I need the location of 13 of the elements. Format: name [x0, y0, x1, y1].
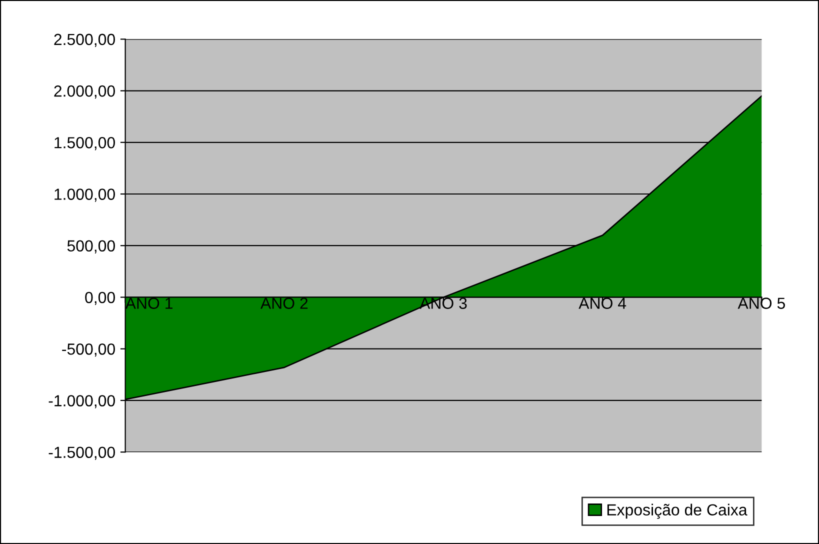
x-tick-label: ANO 2	[260, 298, 308, 309]
y-tick-label: -1.000,00	[48, 395, 115, 408]
y-tick-label: -500,00	[62, 343, 115, 357]
x-tick-label: ANO 5	[738, 298, 785, 309]
y-tick-label: 2.000,00	[54, 85, 115, 99]
y-tick-label: 2.500,00	[54, 34, 115, 47]
y-tick-label: -1.500,00	[48, 446, 115, 460]
y-tick-label: 1.500,00	[54, 137, 115, 150]
legend-label: Exposição de Caixa	[607, 504, 748, 519]
y-tick-label: 1.000,00	[54, 188, 115, 202]
x-tick-label: ANO 4	[578, 298, 626, 309]
y-tick-label: 0,00	[85, 292, 115, 306]
y-tick-label: 500,00	[67, 240, 115, 254]
